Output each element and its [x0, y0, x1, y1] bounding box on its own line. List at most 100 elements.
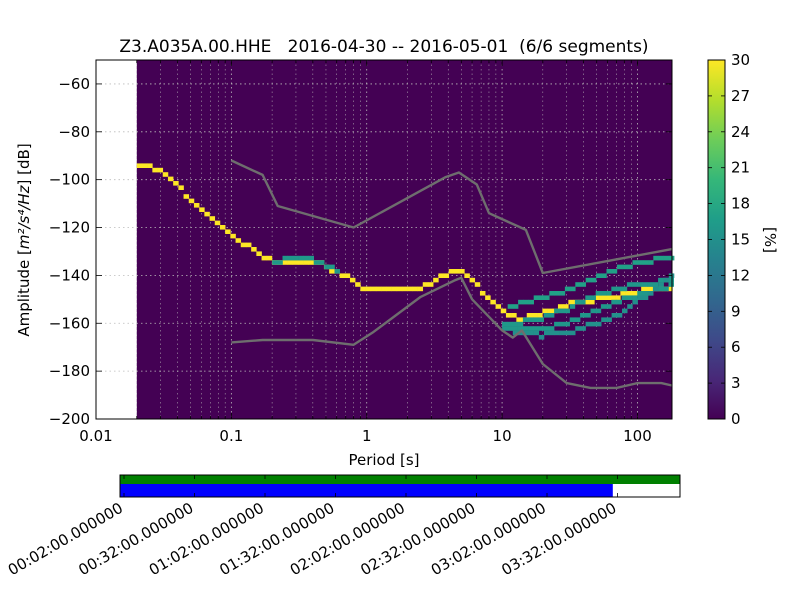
colorbar-tick-label: 18	[731, 195, 750, 213]
heat-cell	[188, 198, 195, 204]
heat-cell	[512, 330, 519, 336]
heat-cell	[549, 291, 555, 296]
heat-cell	[538, 335, 545, 340]
y-axis-label-units: m²/s⁴/Hz	[15, 184, 33, 249]
x-tick-label: 100	[623, 427, 652, 445]
heat-cell	[663, 286, 669, 292]
colorbar-tick-label: 21	[731, 159, 750, 177]
heat-cell	[391, 286, 398, 292]
colorbar-tick-label: 30	[731, 51, 750, 69]
heat-cell	[569, 304, 576, 309]
heat-cell	[590, 295, 596, 300]
heat-cell	[528, 326, 534, 331]
y-tick-label: −80	[58, 123, 90, 141]
noise-model-lines	[230, 159, 673, 390]
heat-cell	[642, 291, 648, 296]
heat-cell	[204, 211, 210, 217]
coverage-timeline: 00:02:00.00000000:32:00.00000001:02:00.0…	[5, 474, 681, 579]
heat-cell	[554, 330, 560, 336]
colorbar-label: [%]	[761, 227, 779, 253]
heat-cell	[417, 286, 424, 292]
heat-cell	[601, 317, 607, 322]
heat-cell	[214, 220, 221, 226]
heat-cell	[653, 286, 659, 292]
heat-cell	[507, 304, 514, 309]
heat-cell	[292, 260, 299, 265]
heat-cell	[616, 299, 622, 305]
heat-cell	[251, 247, 257, 252]
heat-cell	[544, 330, 550, 336]
heat-cell	[615, 295, 621, 300]
heat-cell	[507, 321, 513, 327]
heat-cell	[512, 304, 519, 309]
heat-cell	[622, 264, 628, 270]
heat-cell	[625, 291, 632, 296]
heat-cell	[474, 282, 481, 287]
colorbar-tick-label: 24	[731, 123, 750, 141]
heat-cell	[533, 326, 539, 331]
heat-cell	[564, 286, 571, 292]
heat-cell	[590, 277, 597, 283]
heat-cell	[667, 286, 673, 292]
heat-cell	[548, 326, 555, 331]
heat-cell	[303, 260, 309, 265]
heat-cell	[479, 291, 486, 296]
heat-cell	[485, 295, 491, 300]
heat-cell	[544, 295, 550, 300]
heat-cell	[596, 321, 602, 327]
heat-cell	[523, 299, 529, 305]
heat-cell	[564, 321, 570, 327]
y-axis-label: Amplitude [m²/s⁴/Hz] [dB]	[15, 143, 33, 336]
heat-cell	[658, 255, 664, 261]
used-coverage-bar	[120, 484, 613, 497]
heat-cell	[178, 185, 184, 190]
y-tick-label: −120	[49, 219, 90, 237]
heat-cell	[620, 291, 626, 296]
heat-cell	[663, 277, 670, 283]
heat-cell	[219, 225, 226, 230]
heat-cell	[559, 321, 565, 327]
heat-cell	[147, 163, 153, 168]
heat-cell	[632, 299, 638, 305]
heat-cell	[308, 260, 314, 265]
heat-cell	[511, 313, 517, 318]
heat-cell	[583, 299, 590, 305]
heat-cell	[528, 330, 534, 336]
heat-cell	[663, 255, 670, 261]
heat-cell	[600, 291, 607, 296]
heat-cell	[526, 313, 533, 318]
heat-cell	[209, 216, 216, 221]
heat-cell	[580, 313, 586, 318]
heat-cell	[538, 326, 544, 331]
heat-cell	[580, 326, 586, 331]
heat-cell	[604, 295, 611, 300]
heat-cell	[658, 286, 664, 292]
heat-cell	[626, 282, 633, 287]
heat-cell	[609, 295, 616, 300]
heat-cell	[505, 313, 512, 318]
axis-ticks: 0.01 0.1 1 10 100 −60 −80 −100 −120 −140 −160 −180 −…	[49, 60, 672, 445]
upper-noise-curve	[230, 159, 673, 275]
y-axis-label-suffix: ] [dB]	[15, 143, 33, 185]
heat-cell	[548, 313, 555, 318]
heat-cell	[152, 167, 158, 173]
heat-cell	[277, 260, 283, 265]
y-tick-label: −60	[58, 75, 90, 93]
data-coverage-bar	[120, 475, 680, 484]
heat-cell	[427, 282, 434, 287]
heat-cell	[329, 269, 335, 274]
timeline-tick-label: 01:32:00.000000	[216, 499, 337, 579]
heat-cell	[585, 321, 592, 327]
heat-cell	[157, 167, 164, 173]
heat-cell	[599, 295, 606, 300]
heat-cell	[611, 269, 618, 274]
heat-cell	[240, 242, 247, 248]
heat-cell	[412, 286, 418, 292]
y-tick-label: −140	[49, 266, 90, 284]
heat-cell	[538, 317, 544, 322]
heat-cell	[261, 255, 268, 261]
heat-cell	[590, 321, 597, 327]
heat-cell	[518, 299, 524, 305]
heat-cell	[542, 308, 548, 314]
